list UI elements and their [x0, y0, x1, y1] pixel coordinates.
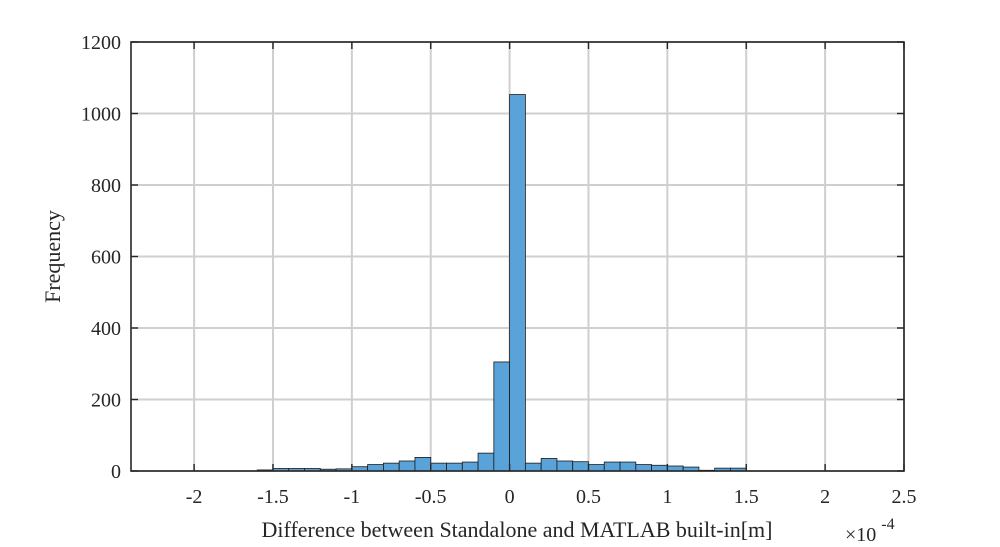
y-tick-label: 400 — [91, 318, 121, 340]
x-axis-exponent: ×10 -4 — [845, 516, 895, 546]
x-tick-label: 0 — [505, 486, 515, 508]
histogram-bar — [588, 464, 605, 472]
histogram-bar — [524, 462, 542, 472]
histogram-bar — [367, 464, 384, 472]
histogram-bar — [461, 461, 479, 472]
histogram-bar — [414, 457, 432, 472]
y-tick-labels: 0 200 400 600 800 1000 1200 — [81, 32, 121, 483]
x-tick-label: -1.5 — [257, 486, 289, 508]
y-tick-label: 200 — [91, 390, 121, 412]
histogram-bar — [398, 460, 416, 472]
x-tick-label: 0.5 — [576, 486, 601, 508]
x-tick-label: -0.5 — [415, 486, 447, 508]
x-axis-exponent-base: ×10 — [845, 524, 876, 546]
tick-marks — [131, 41, 905, 472]
y-tick-label: 1000 — [81, 104, 121, 126]
x-tick-label: 1 — [662, 486, 672, 508]
x-axis-label: Difference between Standalone and MATLAB… — [262, 517, 773, 542]
histogram-bar — [446, 462, 463, 472]
histogram-bar — [430, 462, 447, 472]
y-tick-label: 800 — [91, 175, 121, 197]
histogram-bar — [509, 94, 526, 472]
x-tick-labels: -2 -1.5 -1 -0.5 0 0.5 1 1.5 2 2.5 — [186, 486, 917, 508]
histogram-bar — [651, 464, 668, 472]
histogram-bar — [477, 452, 495, 472]
histogram-bar — [383, 462, 400, 472]
histogram-bars — [256, 94, 747, 472]
y-axis-label: Frequency — [40, 210, 65, 303]
histogram-bar — [493, 361, 511, 472]
x-tick-label: 2.5 — [892, 486, 917, 508]
histogram-bar — [572, 461, 589, 472]
x-tick-label: 2 — [820, 486, 830, 508]
x-axis-exponent-power: -4 — [881, 516, 894, 533]
histogram-bar — [540, 458, 558, 472]
histogram-bar — [635, 464, 652, 472]
x-tick-label: -1 — [344, 486, 361, 508]
histogram-bar — [556, 460, 574, 472]
x-tick-label: 1.5 — [734, 486, 759, 508]
y-tick-label: 0 — [111, 461, 121, 483]
histogram-bar — [603, 461, 621, 472]
histogram-bar — [619, 461, 637, 472]
y-tick-label: 600 — [91, 247, 121, 269]
x-tick-label: -2 — [186, 486, 203, 508]
y-tick-label: 1200 — [81, 32, 121, 54]
